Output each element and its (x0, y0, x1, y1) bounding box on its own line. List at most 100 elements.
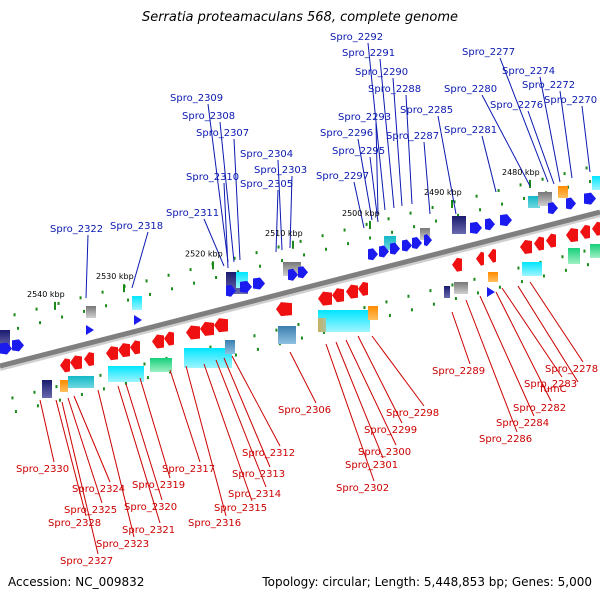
guide-dot (80, 393, 83, 397)
gene-label-spro_2298: Spro_2298 (386, 408, 439, 419)
guide-dot (520, 280, 523, 284)
forward-gene-arrow (226, 284, 236, 297)
guide-dot (256, 347, 259, 351)
gene-label-spro_2289: Spro_2289 (432, 366, 485, 377)
gene-label-spro_2317: Spro_2317 (162, 464, 215, 475)
guide-dot (589, 180, 592, 184)
gene-label-spro_2284: Spro_2284 (496, 418, 549, 429)
guide-dot (564, 268, 567, 272)
scale-tick-label: 2480 kbp (502, 168, 540, 177)
guide-dot (102, 387, 105, 391)
guide-dot (253, 334, 256, 338)
gene-leader-line (203, 218, 225, 267)
gene-leader-line (479, 295, 535, 417)
guide-dot (105, 304, 108, 308)
reverse-gene-arrow (214, 318, 228, 333)
guide-dot (457, 213, 460, 217)
guide-dot (322, 330, 325, 334)
guide-dot (387, 217, 390, 221)
guide-dot (255, 251, 258, 255)
gene-leader-line (219, 121, 235, 263)
gene-leader-line (117, 385, 161, 524)
gene-label-spro_2286: Spro_2286 (479, 434, 532, 445)
guide-dot (473, 277, 476, 281)
guide-dot (234, 353, 237, 357)
guide-dot (297, 322, 300, 326)
reverse-gene-arrow (332, 288, 344, 303)
guide-dot (542, 274, 545, 278)
guide-dot (189, 268, 192, 272)
gene-feature-block (0, 330, 10, 348)
gene-label-spro_2270: Spro_2270 (544, 95, 597, 106)
gene-leader-line (495, 291, 552, 402)
guide-dot (454, 297, 457, 301)
gene-leader-line (451, 311, 471, 365)
reverse-gene-arrow (60, 358, 70, 373)
forward-gene-arrow (424, 234, 432, 247)
gene-feature-block (278, 326, 296, 344)
guide-dot (432, 302, 435, 306)
scale-tick-label: 2530 kbp (96, 272, 134, 281)
gene-label-spro_2312: Spro_2312 (242, 448, 295, 459)
gene-feature-block (225, 340, 235, 354)
reverse-gene-arrow (200, 321, 214, 336)
gene-leader-line (139, 377, 171, 479)
gene-label-spro_2302: Spro_2302 (336, 483, 389, 494)
guide-dot (561, 255, 564, 259)
guide-dot (451, 283, 454, 287)
gene-leader-line (559, 90, 573, 179)
gene-label-spro_2300: Spro_2300 (358, 447, 411, 458)
gene-feature-block (522, 262, 542, 276)
forward-gene-arrow (368, 248, 378, 261)
gene-leader-line (231, 355, 281, 447)
gene-feature-block (132, 296, 142, 310)
guide-dot (388, 313, 391, 317)
gene-leader-line (345, 339, 397, 446)
forward-gene-arrow (240, 280, 252, 293)
gene-leader-line (61, 401, 99, 555)
gene-leader-line (39, 399, 55, 463)
reverse-gene-arrow (186, 325, 200, 340)
guide-dot (215, 276, 218, 280)
gene-label-spro_2306: Spro_2306 (278, 405, 331, 416)
guide-dot (303, 253, 306, 257)
gene-leader-line (289, 175, 293, 249)
gene-label-spro_2301: Spro_2301 (345, 460, 398, 471)
scale-tick (529, 179, 531, 188)
gene-leader-line (527, 110, 555, 185)
guide-dot (541, 177, 544, 181)
guide-dot (431, 205, 434, 209)
gene-label-spro_2309: Spro_2309 (170, 93, 223, 104)
guide-dot (497, 189, 500, 193)
scale-tick (54, 301, 56, 310)
gene-feature-block (454, 282, 468, 294)
reverse-gene-arrow (130, 340, 140, 355)
gene-feature-block (528, 196, 540, 208)
guide-dot (413, 225, 416, 229)
reverse-gene-arrow (452, 257, 462, 272)
gene-leader-line (539, 76, 561, 183)
reverse-gene-arrow (476, 251, 484, 266)
gene-label-spro_2319: Spro_2319 (132, 480, 185, 491)
guide-dot (58, 398, 61, 402)
gene-leader-line (67, 397, 103, 504)
gene-label-spro_2297: Spro_2297 (316, 171, 369, 182)
guide-dot (145, 279, 148, 283)
scale-tick-label: 2490 kbp (424, 188, 462, 197)
gene-label-spro_2314: Spro_2314 (228, 489, 281, 500)
reverse-gene-arrow (546, 233, 556, 248)
guide-dot (498, 285, 501, 289)
guide-dot (586, 263, 589, 267)
gene-label-spro_2320: Spro_2320 (124, 502, 177, 513)
gene-label-spro_2287: Spro_2287 (386, 131, 439, 142)
gene-leader-line (85, 234, 89, 299)
gene-label-spro_2295: Spro_2295 (332, 146, 385, 157)
forward-gene-arrow (253, 277, 265, 290)
reverse-gene-arrow (84, 352, 94, 367)
forward-gene-arrow (584, 192, 596, 205)
gene-leader-line (97, 389, 135, 538)
gene-feature-block (452, 216, 466, 234)
guide-dot (57, 301, 60, 305)
guide-dot (124, 381, 127, 385)
gene-label-spro_2328: Spro_2328 (48, 518, 101, 529)
